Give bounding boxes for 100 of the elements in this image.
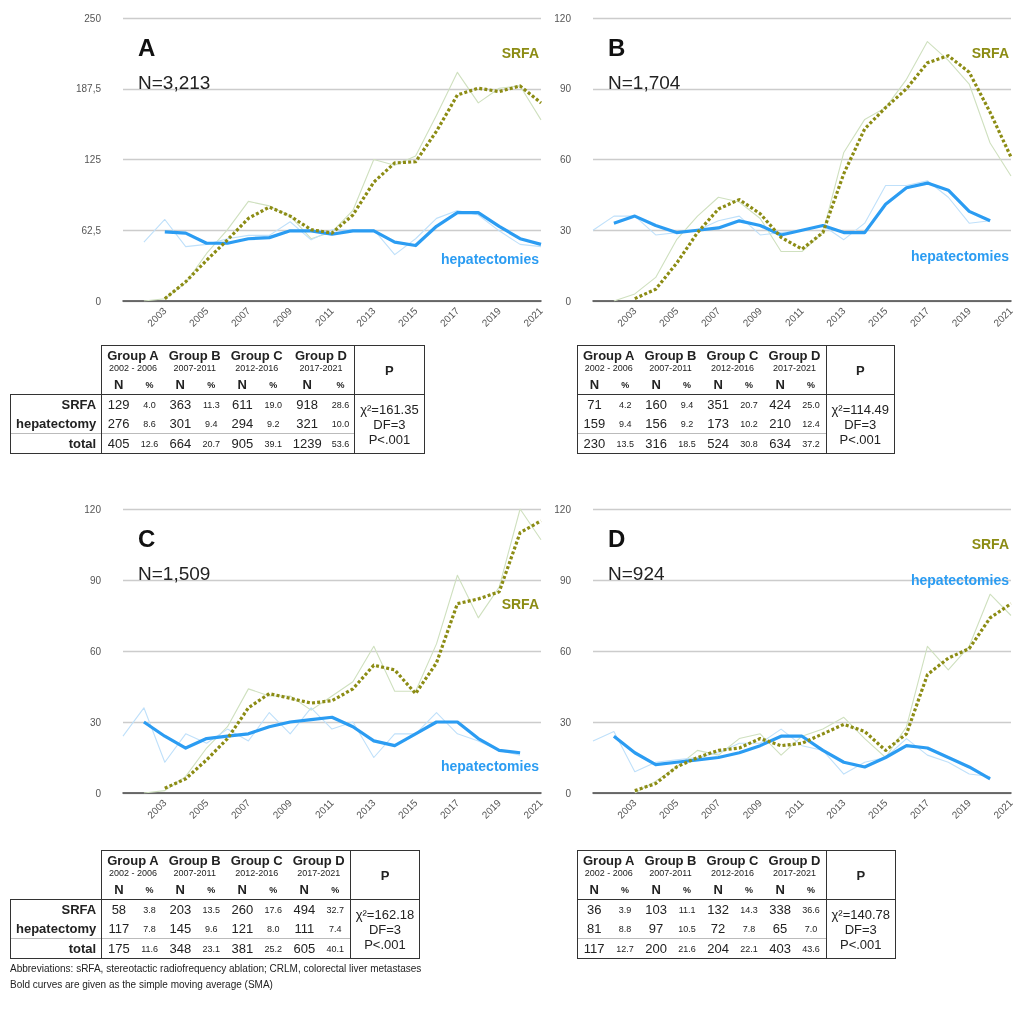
category-label: Group B 2007-2011 bbox=[639, 345, 702, 375]
text: χ²=161.35 DF=3 P<.001 bbox=[354, 394, 425, 454]
text: N=924 bbox=[608, 563, 665, 584]
text: 117 bbox=[583, 941, 605, 956]
text: 111 bbox=[294, 921, 315, 936]
text: % bbox=[745, 884, 754, 895]
text: SRFA bbox=[971, 536, 1010, 552]
text: P bbox=[826, 850, 896, 900]
category-label: Group B 2007-2011 bbox=[163, 345, 226, 375]
text: 7.4 bbox=[329, 923, 342, 934]
text: 58 bbox=[111, 902, 127, 917]
text: χ²=162.18 DF=3 P<.001 bbox=[350, 899, 420, 959]
text: % bbox=[269, 379, 278, 390]
y-tick-label: 120 bbox=[554, 12, 572, 24]
text: 3.9 bbox=[618, 904, 632, 915]
text: 25.0 bbox=[802, 399, 820, 410]
text: 11.1 bbox=[678, 904, 696, 915]
y-tick-label: 90 bbox=[559, 574, 572, 586]
text: 918 bbox=[296, 397, 319, 412]
text: hepatectomies bbox=[910, 572, 1010, 588]
text: 9.2 bbox=[267, 418, 280, 429]
category-label: Group D 2017-2021 bbox=[763, 850, 827, 880]
series-label: hepatectomies bbox=[440, 758, 540, 774]
text: P bbox=[350, 850, 420, 900]
text: N=1,704 bbox=[608, 72, 681, 93]
text: 7.0 bbox=[804, 923, 818, 934]
text: 121 bbox=[231, 921, 254, 936]
series-label: SRFA bbox=[501, 596, 540, 612]
text: 403 bbox=[769, 941, 791, 956]
y-tick-label: 0 bbox=[95, 295, 102, 307]
text: % bbox=[683, 884, 692, 895]
text: 905 bbox=[231, 436, 254, 451]
text: χ²=114.49 DF=3 P<.001 bbox=[826, 394, 895, 454]
text: 12.7 bbox=[616, 943, 634, 954]
y-tick-label: 125 bbox=[84, 154, 102, 165]
text: 36.6 bbox=[802, 904, 820, 915]
category-label: Group A 2002 - 2006 bbox=[577, 850, 640, 880]
text: P bbox=[354, 345, 425, 395]
text: 294 bbox=[231, 416, 254, 431]
category-label: Group D 2017-2021 bbox=[763, 345, 827, 375]
line-series bbox=[612, 734, 992, 781]
text: 605 bbox=[293, 941, 316, 956]
text: 351 bbox=[707, 397, 729, 412]
text: % bbox=[610, 375, 640, 395]
text: 10.0 bbox=[331, 418, 350, 429]
text: 32.7 bbox=[326, 904, 345, 915]
text: 4.2 bbox=[618, 399, 632, 410]
category-label: total bbox=[68, 436, 97, 451]
text: A bbox=[138, 33, 156, 61]
text: 13.5 bbox=[616, 438, 634, 449]
y-tick-label: 60 bbox=[559, 645, 572, 657]
text: Abbreviations: sRFA, stereotactic radiofrequency ablation; CRLM, colorectal liver metastases bbox=[10, 963, 423, 975]
text: N bbox=[302, 377, 312, 392]
text: 9.4 bbox=[205, 418, 218, 429]
text: 8.0 bbox=[267, 923, 280, 934]
text: 321 bbox=[296, 416, 319, 431]
text: 160 bbox=[645, 397, 667, 412]
line-series bbox=[163, 211, 543, 248]
text: N bbox=[175, 882, 185, 897]
text: 71 bbox=[587, 397, 602, 412]
y-tick-label: 62,5 bbox=[81, 224, 102, 236]
text: 10.2 bbox=[740, 418, 758, 429]
text: 7.8 bbox=[143, 923, 156, 934]
text: 381 bbox=[231, 941, 254, 956]
text: 22.1 bbox=[740, 943, 758, 954]
text: 1239 bbox=[292, 436, 322, 451]
text: 103 bbox=[645, 902, 667, 917]
text: 81 bbox=[586, 921, 602, 936]
text: N bbox=[577, 375, 611, 395]
text: 424 bbox=[769, 397, 791, 412]
category-label: total bbox=[68, 941, 97, 956]
text: N bbox=[775, 377, 785, 392]
text: 12.4 bbox=[802, 418, 820, 429]
text: N bbox=[237, 377, 247, 392]
text: 145 bbox=[169, 921, 192, 936]
text: 72 bbox=[710, 921, 726, 936]
category-label: Group A 2002 - 2006 bbox=[577, 345, 640, 375]
text: 132 bbox=[707, 902, 729, 917]
text: χ²=140.78 DF=3 P<.001 bbox=[826, 899, 896, 959]
text: C bbox=[138, 524, 156, 552]
text: 9.6 bbox=[205, 923, 218, 934]
text: 524 bbox=[707, 436, 729, 451]
text: 19.0 bbox=[264, 399, 283, 410]
line-series bbox=[592, 728, 991, 777]
text: % bbox=[807, 884, 816, 895]
y-tick-label: 60 bbox=[559, 154, 572, 165]
text: % bbox=[207, 884, 216, 895]
text: 8.6 bbox=[143, 418, 156, 429]
text: 260 bbox=[231, 902, 254, 917]
text: 348 bbox=[169, 941, 192, 956]
text: SRFA bbox=[501, 45, 540, 61]
text: N bbox=[175, 377, 185, 392]
text: N=1,509 bbox=[138, 563, 211, 584]
text: 316 bbox=[645, 436, 667, 451]
text: 363 bbox=[169, 397, 192, 412]
text: 9.4 bbox=[618, 418, 632, 429]
text: 20.7 bbox=[740, 399, 758, 410]
text: % bbox=[269, 884, 278, 895]
text: % bbox=[807, 379, 816, 390]
text: N bbox=[651, 377, 661, 392]
